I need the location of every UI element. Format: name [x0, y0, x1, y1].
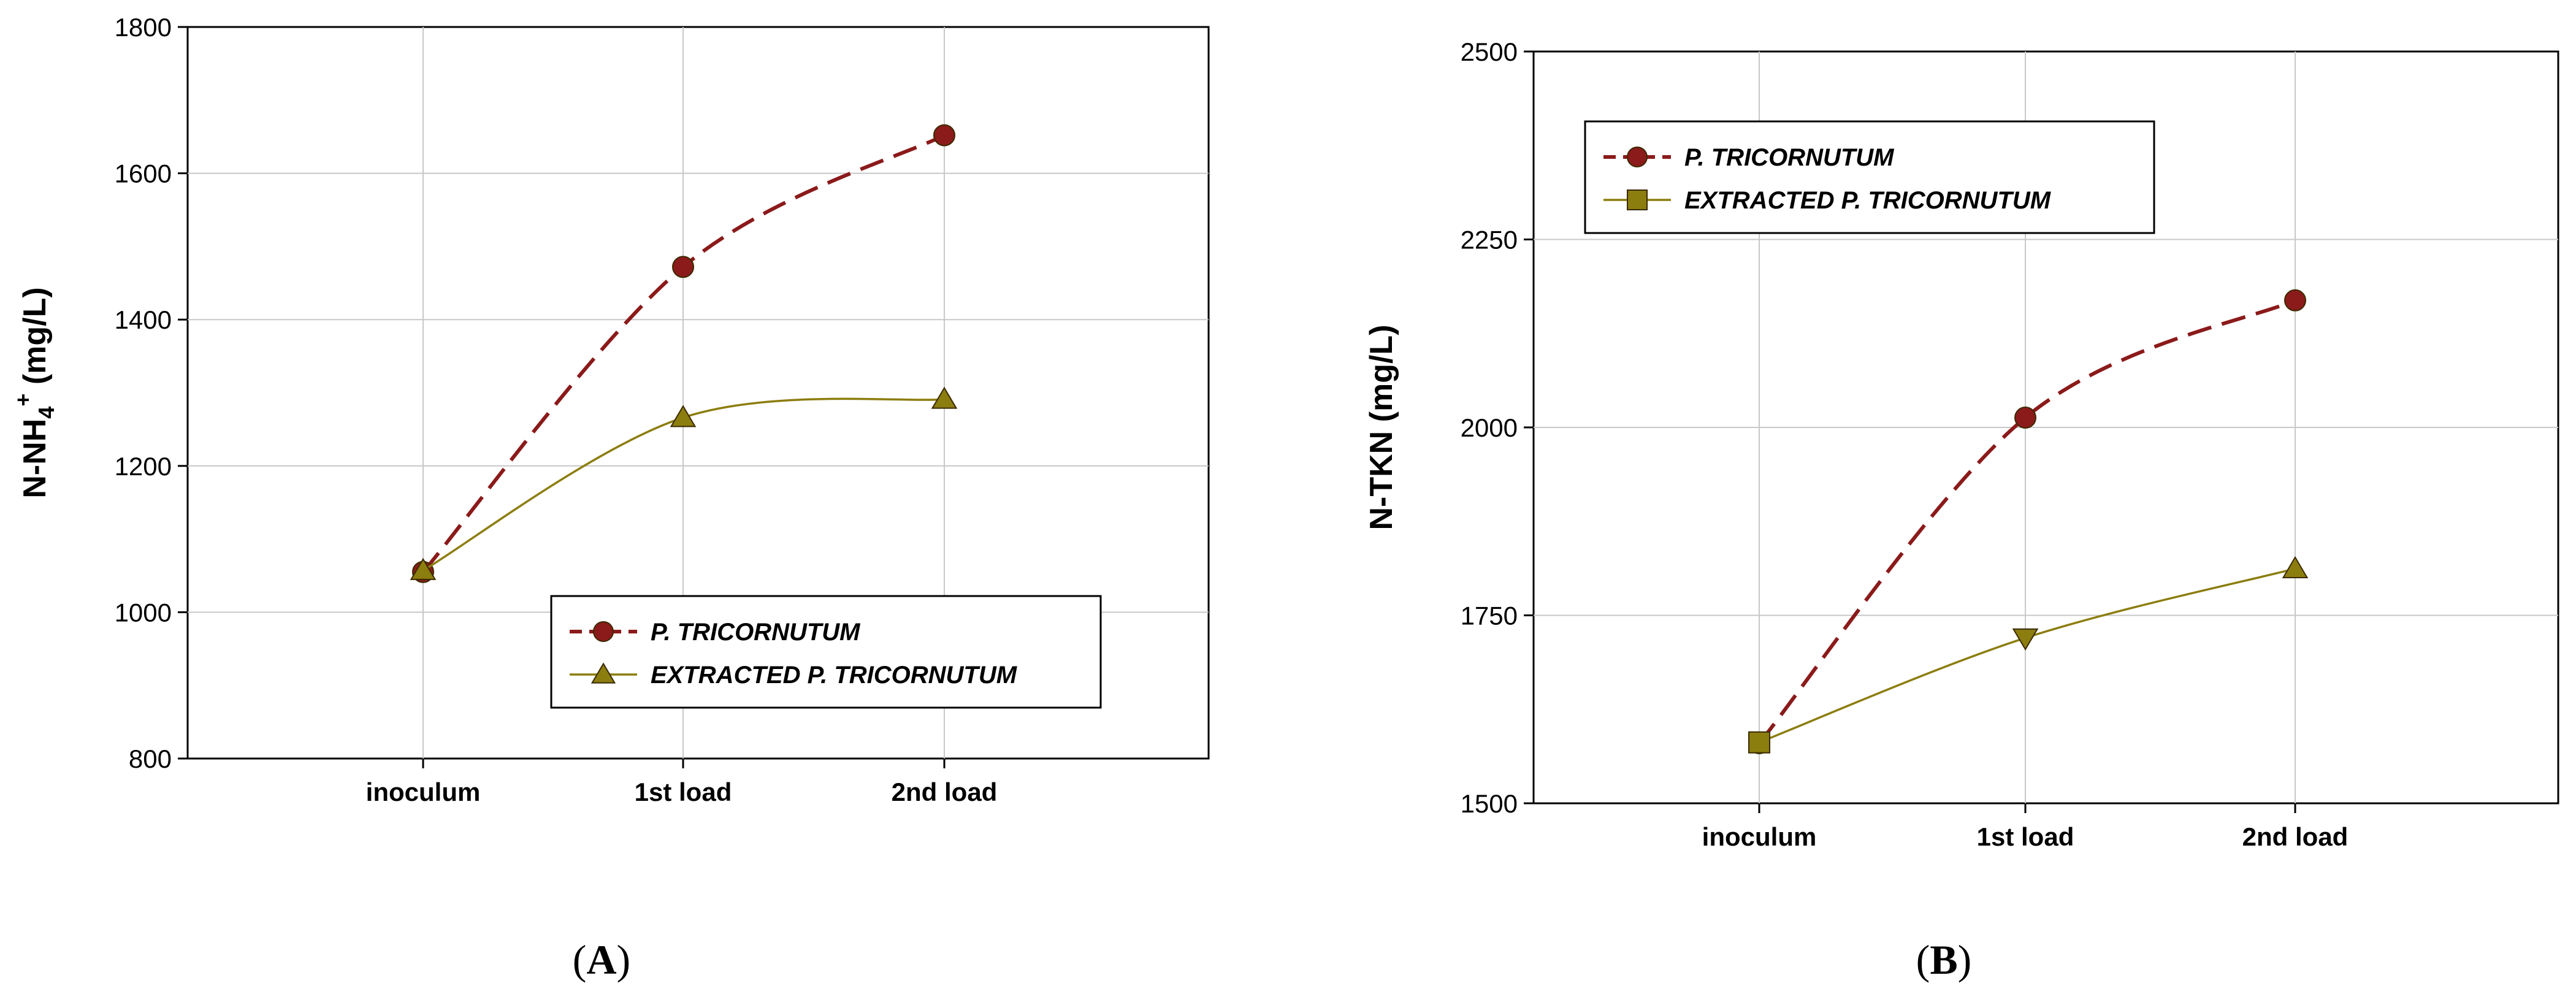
- x-tick-label: 2nd load: [892, 778, 998, 806]
- legend: P. TRICORNUTUM EXTRACTED P. TRICORNUTUM: [550, 595, 1102, 709]
- data-point-0-2: [2284, 289, 2306, 312]
- panel-label-A: (A): [573, 936, 630, 983]
- data-point-0-1: [672, 256, 694, 278]
- y-tick-label: 1200: [115, 452, 172, 481]
- legend-marker-0: [1627, 147, 1648, 167]
- legend-label-1: EXTRACTED P. TRICORNUTUM: [1684, 187, 2052, 214]
- data-point-1-2: [2282, 556, 2309, 578]
- x-tick-label: 1st load: [635, 778, 732, 806]
- y-tick-label: 2000: [1461, 413, 1518, 442]
- y-tick-label: 1800: [115, 13, 172, 42]
- y-axis-label: N-NH4+ (mg/L): [10, 287, 59, 498]
- legend: P. TRICORNUTUM EXTRACTED P. TRICORNUTUM: [1584, 120, 2155, 234]
- legend-label-0: P. TRICORNUTUM: [1684, 144, 1895, 171]
- y-tick-label: 2500: [1461, 37, 1518, 66]
- legend-marker-0: [593, 621, 614, 642]
- data-point-1-0: [1748, 731, 1770, 754]
- y-tick-label: 1000: [115, 598, 172, 627]
- x-tick-label: inoculum: [1702, 822, 1817, 851]
- y-tick-label: 1400: [115, 305, 172, 334]
- x-tick-label: 2nd load: [2242, 822, 2349, 851]
- y-tick-label: 1600: [115, 159, 172, 188]
- legend-label-0: P. TRICORNUTUM: [651, 619, 861, 646]
- y-tick-label: 1750: [1461, 602, 1518, 630]
- legend-marker-1: [590, 662, 616, 684]
- data-point-1-1: [2012, 628, 2039, 651]
- x-tick-label: 1st load: [1977, 822, 2074, 851]
- legend-marker-1: [1627, 189, 1648, 210]
- y-tick-label: 800: [129, 744, 172, 773]
- legend-box: [1584, 120, 2155, 234]
- series-line-0: [1757, 299, 2296, 744]
- chart-B: 1500 1750 2000 2250 2500 inoculum 1st load 2nd …: [1364, 37, 2559, 851]
- data-point-1-1: [670, 405, 697, 427]
- chart-A: 800 1000 1200 1400 1600 1800 inoculum 1st load 2…: [10, 13, 1210, 806]
- x-tick-label: inoculum: [366, 778, 481, 806]
- y-axis-label: N-TKN (mg/L): [1364, 324, 1399, 530]
- data-point-1-2: [931, 386, 958, 409]
- data-point-1-0: [410, 557, 437, 580]
- data-point-0-2: [933, 124, 955, 147]
- panel-label-B: (B): [1916, 936, 1972, 983]
- y-tick-label: 2250: [1461, 226, 1518, 254]
- legend-label-1: EXTRACTED P. TRICORNUTUM: [651, 662, 1018, 689]
- legend-box: [550, 595, 1102, 709]
- data-point-0-1: [2014, 407, 2036, 429]
- y-tick-label: 1500: [1461, 789, 1518, 818]
